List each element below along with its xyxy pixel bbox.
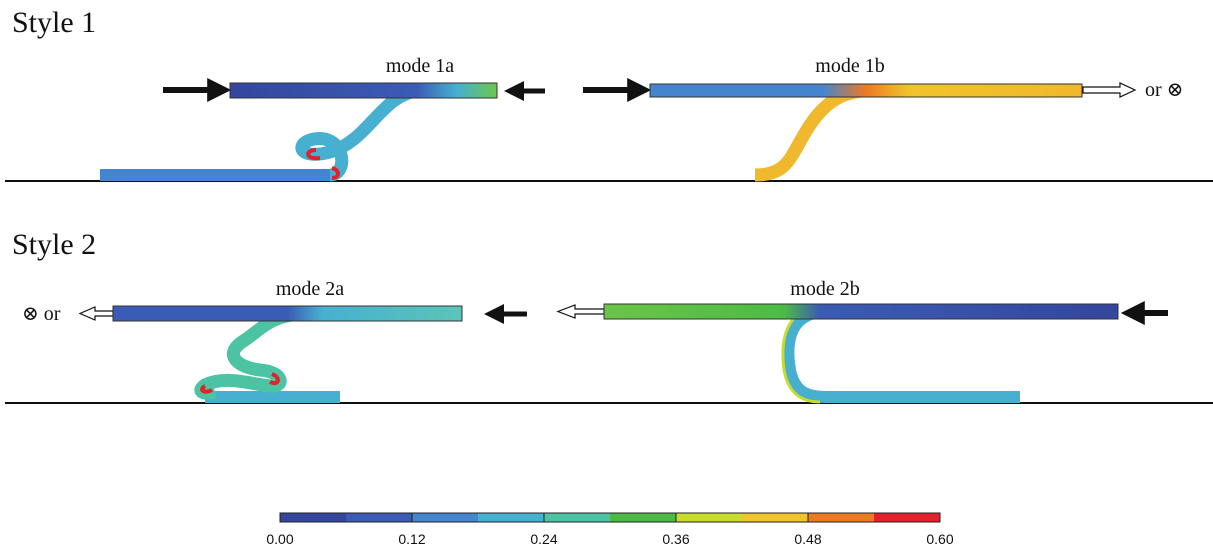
strip [755, 90, 880, 175]
tick-label: 0.60 [926, 531, 953, 547]
tick-label: 0.24 [530, 531, 557, 547]
tick-label: 0.48 [794, 531, 821, 547]
panel-title: Style 1 [12, 6, 96, 39]
strip [650, 84, 1082, 97]
panel-title: Style 2 [12, 228, 96, 261]
colorbar-segment [544, 513, 611, 522]
strip [302, 90, 420, 175]
colorbar-segment [676, 513, 743, 522]
figure: Style 1 mode 1a mode 1b or ⊗ Style 2 mod… [0, 0, 1213, 550]
note: ⊗ or [22, 303, 61, 325]
colorbar-segment [478, 513, 545, 522]
colorbar: 0.00 0.12 0.24 0.36 0.48 0.60 [266, 513, 953, 547]
mode-label: mode 1a [386, 55, 454, 77]
colorbar-segment [346, 513, 413, 522]
panel-style-2: Style 2 mode 2a mode 2b ⊗ or [5, 228, 1213, 403]
mode-label: mode 2a [276, 278, 344, 300]
colorbar-segment [808, 513, 875, 522]
mode-label: mode 1b [815, 55, 884, 77]
arrow [1083, 83, 1135, 97]
colorbar-segment [610, 513, 677, 522]
tick-label: 0.00 [266, 531, 293, 547]
strip [604, 304, 1118, 319]
note: or ⊗ [1145, 79, 1183, 101]
tick-label: 0.12 [398, 531, 425, 547]
colorbar-segment [280, 513, 347, 522]
panel-style-1: Style 1 mode 1a mode 1b or ⊗ [5, 6, 1213, 181]
mode-label: mode 2b [790, 278, 859, 300]
colorbar-segment [412, 513, 479, 522]
arrow [80, 307, 113, 320]
colorbar-segment [874, 513, 941, 522]
strip [201, 314, 300, 393]
colorbar-segment [742, 513, 809, 522]
tick-label: 0.36 [662, 531, 689, 547]
strip [230, 83, 497, 98]
strip [788, 311, 1020, 397]
strip [113, 306, 462, 321]
arrow [558, 305, 604, 318]
